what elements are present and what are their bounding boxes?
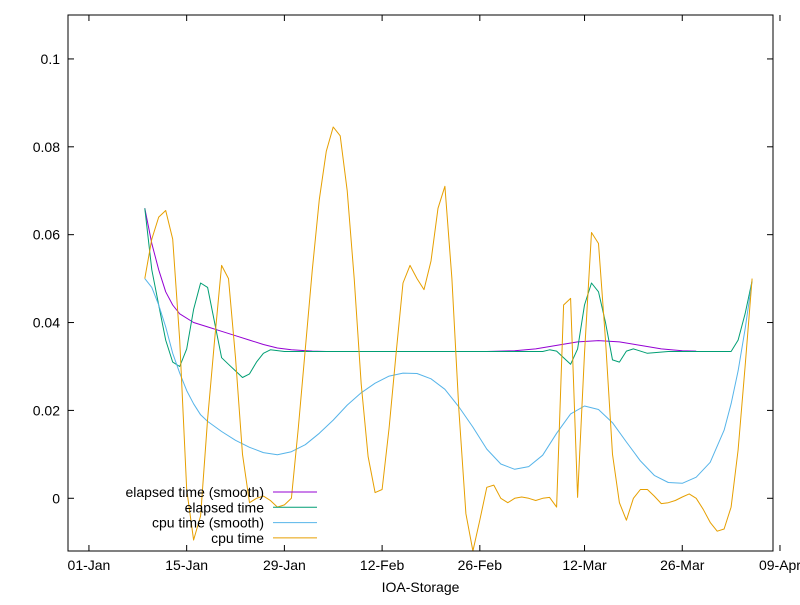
series-line-elapsed-time	[144, 208, 753, 378]
x-tick-label: 12-Feb	[360, 557, 405, 573]
axis-ticks: 01-Jan 15-Jan 29-Jan 12-Feb 26-Feb 12-Mar 26-M…	[33, 15, 800, 573]
x-tick-label: 26-Feb	[458, 557, 503, 573]
y-tick-label: 0.06	[33, 227, 60, 243]
y-tick-label: 0.02	[33, 402, 60, 418]
series-line-cpu-time	[144, 126, 753, 551]
y-tick-label: 0.1	[41, 51, 61, 67]
x-tick-label: 12-Mar	[562, 557, 607, 573]
legend-label: cpu time (smooth)	[152, 515, 264, 531]
x-tick-label: 01-Jan	[68, 557, 111, 573]
y-tick-label: 0.08	[33, 139, 60, 155]
series-layer	[144, 126, 753, 551]
x-tick-label: 26-Mar	[660, 557, 705, 573]
series-line-elapsed-time-smooth	[144, 208, 697, 352]
x-axis-label: IOA-Storage	[382, 579, 460, 595]
y-tick-label: 0	[52, 490, 60, 506]
legend-label: elapsed time (smooth)	[125, 484, 264, 500]
series-line-cpu-time-smooth	[144, 278, 753, 484]
plot-frame	[67, 14, 774, 552]
x-tick-label: 29-Jan	[263, 557, 306, 573]
x-tick-label: 09-Apr	[759, 557, 800, 573]
legend-label: cpu time	[211, 530, 264, 546]
y-tick-label: 0.04	[33, 315, 60, 331]
x-tick-label: 15-Jan	[165, 557, 208, 573]
legend-label: elapsed time	[185, 499, 265, 515]
